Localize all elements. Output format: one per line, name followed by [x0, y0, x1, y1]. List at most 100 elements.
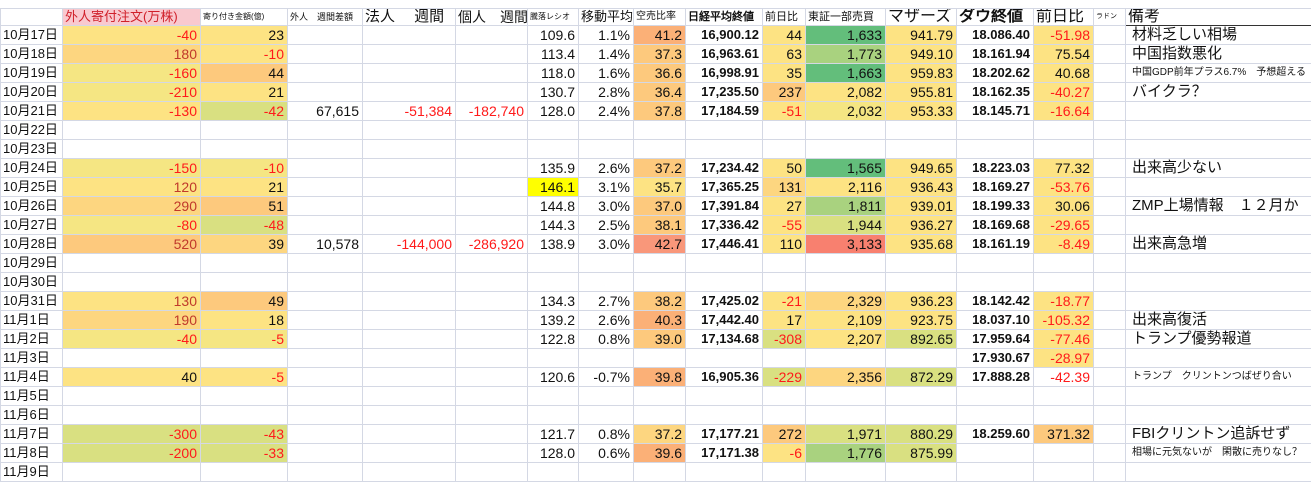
cell-opening-amount[interactable] — [201, 349, 288, 368]
cell-mothers[interactable]: 872.29 — [886, 368, 957, 387]
cell-nikkei-close[interactable] — [686, 349, 763, 368]
cell-dow-change[interactable] — [1034, 444, 1094, 463]
cell-dow-change[interactable]: 77.32 — [1034, 159, 1094, 178]
cell-corporate-weekly[interactable] — [363, 444, 456, 463]
cell-moving-average[interactable]: 3.0% — [579, 235, 634, 254]
cell-dow-change[interactable]: -105.32 — [1034, 311, 1094, 330]
cell-radon[interactable] — [1094, 45, 1126, 64]
cell-remarks[interactable] — [1126, 178, 1311, 197]
cell-opening-amount[interactable]: -48 — [201, 216, 288, 235]
cell-short-sell-ratio[interactable] — [634, 387, 686, 406]
cell-moving-average[interactable]: 2.6% — [579, 159, 634, 178]
cell-foreign-weekly[interactable] — [288, 45, 363, 64]
cell-dow-change[interactable]: -18.77 — [1034, 292, 1094, 311]
cell-nikkei-close[interactable]: 16,998.91 — [686, 64, 763, 83]
cell-remarks[interactable] — [1126, 216, 1311, 235]
cell-corporate-weekly[interactable] — [363, 216, 456, 235]
cell-nikkei-change[interactable]: -229 — [763, 368, 806, 387]
cell-dow-close[interactable]: 18.169.27 — [957, 178, 1034, 197]
cell-corporate-weekly[interactable] — [363, 197, 456, 216]
cell-dow-close[interactable] — [957, 254, 1034, 273]
cell-individual-weekly[interactable] — [456, 349, 528, 368]
cell-individual-weekly[interactable] — [456, 292, 528, 311]
cell-radon[interactable] — [1094, 463, 1126, 482]
cell-dow-close[interactable] — [957, 140, 1034, 159]
cell-foreign-open-orders[interactable] — [63, 140, 201, 159]
cell-foreign-open-orders[interactable] — [63, 387, 201, 406]
cell-remarks[interactable]: 出来高少ない — [1126, 159, 1311, 178]
cell-remarks[interactable]: 材料乏しい相場 — [1126, 26, 1311, 45]
cell-moving-average[interactable]: -0.7% — [579, 368, 634, 387]
cell-opening-amount[interactable] — [201, 254, 288, 273]
cell-mothers[interactable]: 959.83 — [886, 64, 957, 83]
cell-moving-average[interactable]: 2.8% — [579, 83, 634, 102]
cell-dow-change[interactable] — [1034, 121, 1094, 140]
cell-mothers[interactable]: 955.81 — [886, 83, 957, 102]
cell-corporate-weekly[interactable] — [363, 178, 456, 197]
cell-nikkei-close[interactable]: 17,184.59 — [686, 102, 763, 121]
cell-advance-decline-ratio[interactable]: 139.2 — [528, 311, 579, 330]
cell-dow-change[interactable]: -29.65 — [1034, 216, 1094, 235]
cell-opening-amount[interactable]: 23 — [201, 26, 288, 45]
cell-individual-weekly[interactable]: -286,920 — [456, 235, 528, 254]
cell-remarks[interactable] — [1126, 349, 1311, 368]
cell-nikkei-close[interactable]: 17,336.42 — [686, 216, 763, 235]
cell-mothers[interactable] — [886, 406, 957, 425]
cell-mothers[interactable]: 939.01 — [886, 197, 957, 216]
cell-advance-decline-ratio[interactable]: 130.7 — [528, 83, 579, 102]
cell-dow-change[interactable]: 371.32 — [1034, 425, 1094, 444]
cell-short-sell-ratio[interactable]: 41.2 — [634, 26, 686, 45]
cell-foreign-open-orders[interactable]: 120 — [63, 178, 201, 197]
cell-mothers[interactable]: 936.43 — [886, 178, 957, 197]
column-header-radon[interactable]: ラドン — [1094, 9, 1126, 26]
cell-individual-weekly[interactable] — [456, 216, 528, 235]
cell-corporate-weekly[interactable] — [363, 26, 456, 45]
cell-date[interactable]: 10月24日 — [1, 159, 63, 178]
cell-nikkei-change[interactable] — [763, 273, 806, 292]
cell-foreign-weekly[interactable] — [288, 140, 363, 159]
cell-corporate-weekly[interactable] — [363, 64, 456, 83]
cell-tse1-volume[interactable] — [806, 254, 886, 273]
cell-moving-average[interactable]: 0.6% — [579, 444, 634, 463]
cell-corporate-weekly[interactable] — [363, 140, 456, 159]
cell-remarks[interactable]: ZMP上場情報 １２月か — [1126, 197, 1311, 216]
cell-nikkei-change[interactable] — [763, 349, 806, 368]
cell-opening-amount[interactable] — [201, 273, 288, 292]
cell-nikkei-change[interactable]: 35 — [763, 64, 806, 83]
cell-nikkei-close[interactable] — [686, 387, 763, 406]
cell-tse1-volume[interactable]: 2,082 — [806, 83, 886, 102]
cell-date[interactable]: 11月6日 — [1, 406, 63, 425]
cell-advance-decline-ratio[interactable]: 109.6 — [528, 26, 579, 45]
cell-foreign-open-orders[interactable]: -210 — [63, 83, 201, 102]
cell-corporate-weekly[interactable]: -51,384 — [363, 102, 456, 121]
cell-moving-average[interactable]: 3.1% — [579, 178, 634, 197]
cell-moving-average[interactable]: 0.8% — [579, 425, 634, 444]
cell-foreign-weekly[interactable] — [288, 64, 363, 83]
cell-mothers[interactable]: 935.68 — [886, 235, 957, 254]
cell-individual-weekly[interactable] — [456, 406, 528, 425]
cell-corporate-weekly[interactable] — [363, 406, 456, 425]
cell-individual-weekly[interactable] — [456, 387, 528, 406]
cell-individual-weekly[interactable] — [456, 254, 528, 273]
cell-dow-close[interactable]: 18.202.62 — [957, 64, 1034, 83]
cell-foreign-weekly[interactable] — [288, 406, 363, 425]
cell-foreign-open-orders[interactable]: -160 — [63, 64, 201, 83]
cell-mothers[interactable]: 936.23 — [886, 292, 957, 311]
cell-foreign-weekly[interactable] — [288, 292, 363, 311]
cell-foreign-open-orders[interactable]: -150 — [63, 159, 201, 178]
cell-advance-decline-ratio[interactable] — [528, 349, 579, 368]
cell-nikkei-change[interactable]: 44 — [763, 26, 806, 45]
cell-nikkei-close[interactable]: 17,171.38 — [686, 444, 763, 463]
cell-foreign-open-orders[interactable] — [63, 273, 201, 292]
cell-mothers[interactable]: 949.10 — [886, 45, 957, 64]
cell-dow-change[interactable]: -8.49 — [1034, 235, 1094, 254]
cell-foreign-open-orders[interactable] — [63, 349, 201, 368]
cell-opening-amount[interactable]: -33 — [201, 444, 288, 463]
cell-mothers[interactable]: 892.65 — [886, 330, 957, 349]
cell-dow-change[interactable]: -28.97 — [1034, 349, 1094, 368]
column-header-tse1-volume[interactable]: 東証一部売買 — [806, 9, 886, 26]
cell-mothers[interactable] — [886, 121, 957, 140]
cell-tse1-volume[interactable] — [806, 121, 886, 140]
cell-mothers[interactable]: 949.65 — [886, 159, 957, 178]
cell-foreign-open-orders[interactable]: -40 — [63, 26, 201, 45]
